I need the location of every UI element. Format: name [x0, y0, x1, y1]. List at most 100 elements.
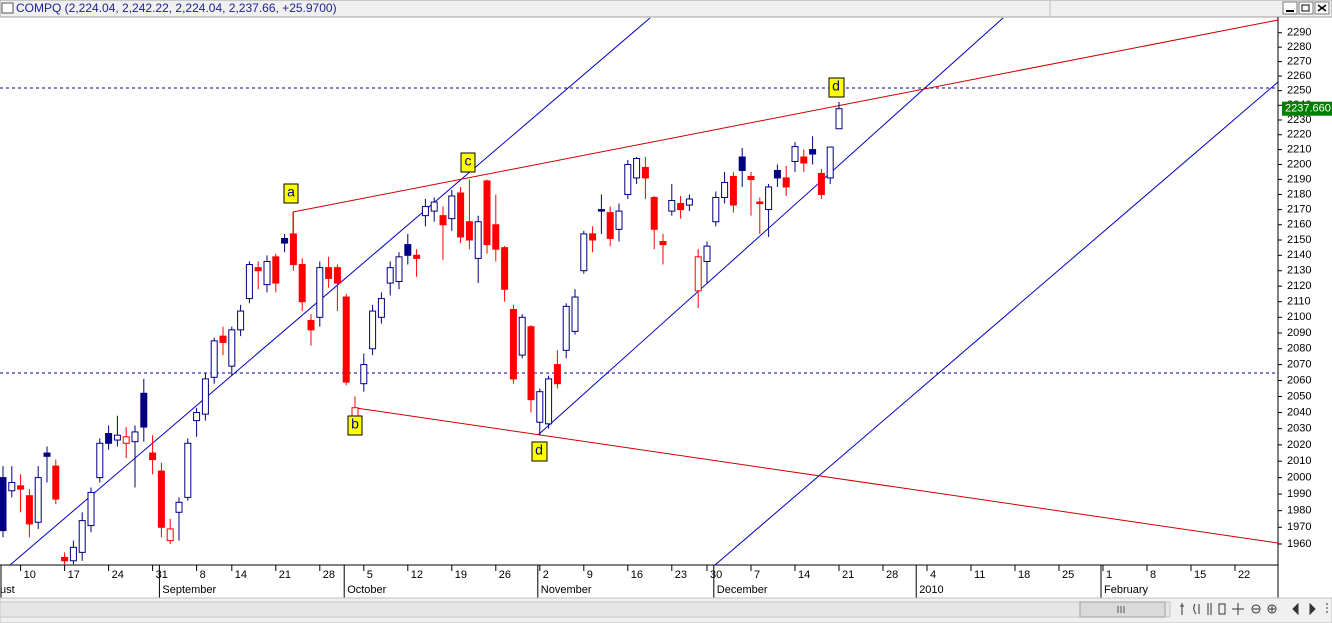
y-tick-label: 2100: [1287, 311, 1311, 323]
candle-body: [527, 326, 535, 401]
candle-body: [536, 391, 544, 423]
candle-body: [624, 163, 632, 195]
tool-icon[interactable]: [1180, 603, 1184, 615]
y-tick-label: 2070: [1287, 358, 1311, 370]
candle-body: [703, 245, 711, 262]
annotation-text: a: [287, 184, 295, 200]
x-tick-label: 11: [974, 569, 985, 581]
candle-body: [633, 158, 641, 179]
x-tick-label: 1: [1106, 569, 1112, 581]
x-tick-label: 25: [1062, 569, 1074, 581]
close-button[interactable]: [1314, 1, 1330, 15]
tool-icon[interactable]: [1207, 603, 1212, 615]
annotation-box: [347, 415, 363, 436]
restore-button[interactable]: [1298, 1, 1314, 15]
x-tick-label: 14: [235, 569, 247, 581]
y-tick-label: 2280: [1287, 41, 1311, 53]
y-tick-label: 2050: [1287, 390, 1311, 402]
candle-body: [201, 378, 209, 415]
candle-body: [52, 465, 60, 500]
month-label: December: [717, 584, 768, 596]
candle-body: [659, 241, 667, 246]
candle-body: [817, 172, 825, 195]
annotation-text: c: [465, 153, 472, 169]
x-tick-label: 28: [886, 569, 898, 581]
x-tick-label: 30: [710, 569, 722, 581]
candle-body: [34, 477, 42, 523]
candles: [0, 102, 843, 565]
month-label: September: [162, 584, 216, 596]
x-tick-label: 9: [587, 569, 593, 581]
tool-icon[interactable]: [1218, 603, 1226, 615]
candle-body: [78, 520, 86, 553]
candle-body: [281, 237, 289, 244]
candle-body: [747, 175, 755, 180]
button-frame[interactable]: [1282, 1, 1298, 15]
scrollbar-thumb[interactable]: [1079, 601, 1166, 618]
candle-body: [685, 198, 693, 206]
annotation: d: [828, 77, 845, 98]
candle-body: [589, 233, 597, 241]
y-tick-label: 2160: [1287, 219, 1311, 231]
y-tick-label: 2250: [1287, 85, 1311, 97]
annotation-text: b: [351, 416, 359, 432]
x-tick-label: 10: [24, 569, 36, 581]
candle-body: [518, 316, 526, 356]
candle-body: [8, 482, 16, 492]
annotation-text: d: [535, 442, 543, 458]
scroll-left[interactable]: [1292, 602, 1299, 616]
icon: [1301, 4, 1310, 12]
candle-body: [738, 156, 746, 171]
y-tick-label: 1990: [1287, 488, 1311, 500]
candle-body: [25, 495, 33, 525]
x-tick-label: 22: [1238, 569, 1250, 581]
candle-body: [272, 256, 280, 284]
candle-body: [782, 177, 790, 188]
candle-body: [237, 310, 245, 331]
candle-body: [826, 146, 834, 179]
y-tick-label: 2290: [1287, 27, 1311, 39]
candle-body: [140, 392, 148, 428]
candle-body: [791, 146, 799, 162]
y-tick-label: 2140: [1287, 249, 1311, 261]
candle-body: [386, 267, 394, 284]
candle-body: [773, 169, 781, 179]
candle-body: [756, 201, 764, 205]
candle-body: [395, 256, 403, 283]
trend-line: [355, 407, 1279, 544]
candle-body: [641, 166, 649, 179]
last-price-box: [1282, 101, 1332, 116]
month-label: November: [541, 584, 592, 596]
candle-body: [430, 201, 438, 212]
candle-body: [650, 196, 658, 230]
button-frame[interactable]: [1298, 1, 1314, 15]
candle-body: [175, 501, 183, 513]
candle-body: [809, 149, 817, 155]
zoom-out-icon[interactable]: [1251, 604, 1261, 614]
candle-body: [553, 364, 561, 385]
y-tick-label: 2040: [1287, 406, 1311, 418]
candle-body: [149, 452, 157, 461]
toolbar: [1180, 602, 1328, 616]
y-tick-label: 2090: [1287, 327, 1311, 339]
candle-body: [219, 335, 227, 343]
candle-body: [474, 221, 482, 259]
zoom-in-icon[interactable]: [1267, 604, 1277, 614]
tool-icon[interactable]: [1193, 603, 1200, 615]
x-tick-label: 5: [367, 569, 373, 581]
candle-body: [316, 267, 324, 318]
scrollbar-track[interactable]: [0, 601, 1171, 618]
x-tick-label: 31: [156, 569, 168, 581]
scroll-right[interactable]: [1309, 602, 1316, 616]
minimize-button[interactable]: [1282, 1, 1298, 15]
y-tick-label: 2180: [1287, 188, 1311, 200]
candle-body: [377, 298, 385, 318]
annotation: b: [347, 415, 363, 436]
candle-body: [580, 233, 588, 272]
x-tick-label: 24: [112, 569, 124, 581]
y-tick-label: 2120: [1287, 280, 1311, 292]
candle-body: [465, 221, 473, 241]
tool-icon[interactable]: [1232, 603, 1244, 615]
annotation-box: [283, 183, 299, 204]
x-tick-label: 28: [323, 569, 335, 581]
